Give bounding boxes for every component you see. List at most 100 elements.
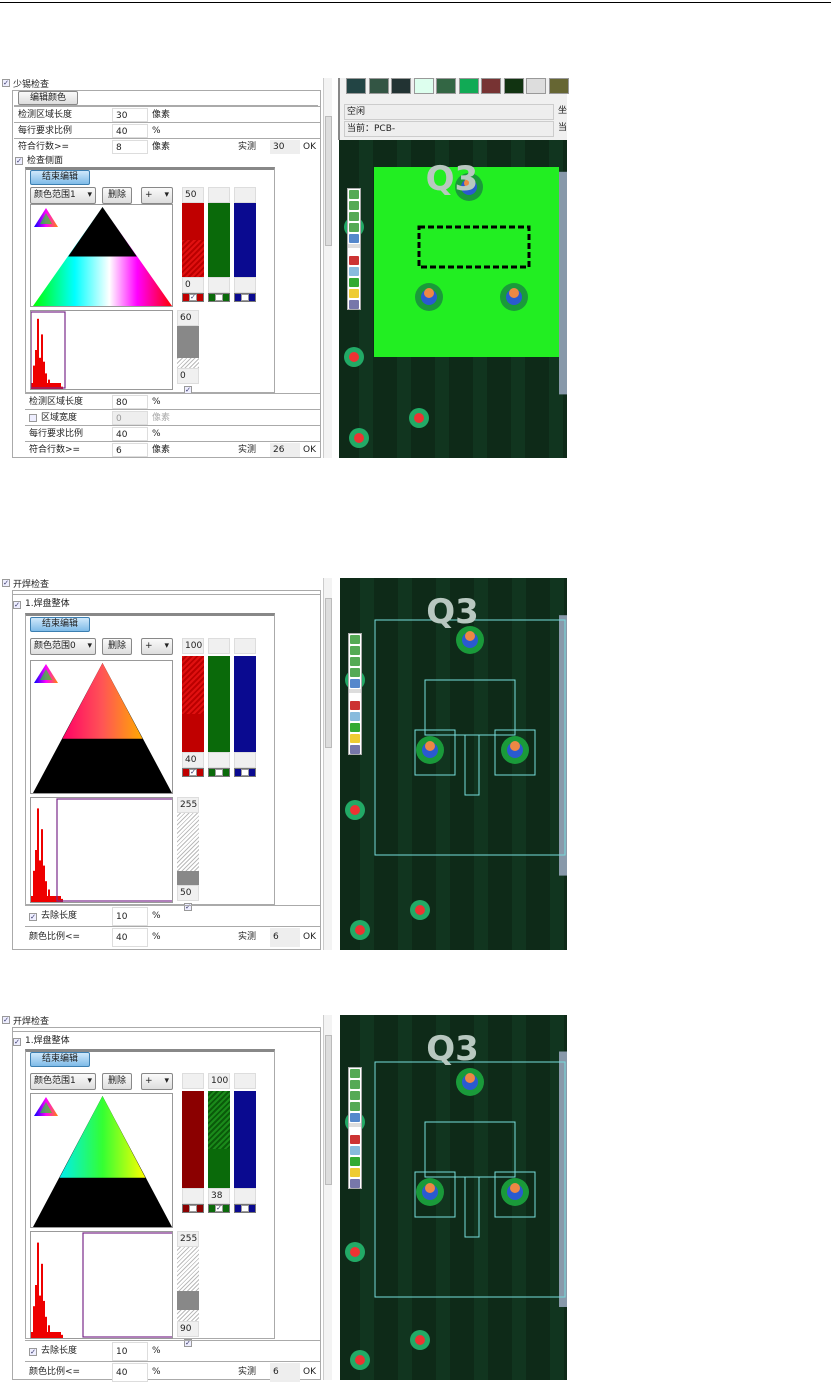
checkbox-row-enable[interactable]: [29, 414, 37, 422]
chevron-down-icon[interactable]: ▾: [164, 190, 169, 200]
channel-max-value[interactable]: [234, 187, 256, 203]
check-icon[interactable]: [350, 1168, 360, 1177]
camera-view[interactable]: Q3: [340, 578, 567, 950]
row-value-input[interactable]: 0: [112, 411, 148, 425]
template-thumbnail[interactable]: [526, 78, 546, 94]
chart-icon[interactable]: [350, 701, 360, 710]
arrow-right-icon[interactable]: [350, 668, 360, 677]
arrow-down-icon[interactable]: [350, 1080, 360, 1089]
gray-max-value[interactable]: 60: [177, 310, 199, 326]
checkbox[interactable]: [241, 294, 249, 301]
scrollbar[interactable]: [323, 78, 332, 458]
channel-enable-checkbox[interactable]: [208, 768, 230, 777]
color-picker-icon[interactable]: [33, 1096, 61, 1118]
color-range-dropdown[interactable]: 颜色范围0 ▾: [30, 638, 96, 655]
channel-range-bar[interactable]: [234, 203, 256, 277]
channel-enable-checkbox[interactable]: [234, 768, 256, 777]
channel-enable-checkbox[interactable]: ✓: [182, 768, 204, 777]
chart-icon[interactable]: [350, 1135, 360, 1144]
channel-min-value[interactable]: 0: [182, 277, 204, 293]
channel-enable-checkbox[interactable]: [234, 293, 256, 302]
checkbox-row-enable[interactable]: ✓: [29, 1347, 37, 1356]
checkbox-section-enable[interactable]: ✓: [2, 1016, 10, 1024]
image-icon[interactable]: [350, 1157, 360, 1166]
checkbox-sub-section-enable[interactable]: ✓: [13, 601, 21, 609]
channel-max-value[interactable]: 50: [182, 187, 204, 203]
checkbox-gray-enable[interactable]: ✓: [184, 1339, 192, 1347]
channel-min-value[interactable]: 38: [208, 1188, 230, 1204]
check-icon[interactable]: [350, 734, 360, 743]
checkbox[interactable]: [241, 769, 249, 776]
template-thumbnail[interactable]: [548, 78, 569, 94]
row-value-input[interactable]: 40: [112, 1363, 148, 1382]
chevron-down-icon[interactable]: ▾: [87, 1076, 92, 1086]
arrow-up-icon[interactable]: [350, 635, 360, 644]
cross-icon[interactable]: [350, 712, 360, 721]
camera-view[interactable]: Q3: [340, 1015, 567, 1380]
list-icon[interactable]: [349, 234, 359, 243]
gray-min-value[interactable]: 0: [177, 368, 199, 384]
color-picker-icon[interactable]: [33, 207, 61, 229]
image-icon[interactable]: [350, 723, 360, 732]
color-range-dropdown[interactable]: 颜色范围1 ▾: [30, 1073, 96, 1090]
camera-icon[interactable]: [350, 1179, 360, 1188]
checkbox[interactable]: ✓: [189, 293, 197, 301]
camera-view[interactable]: Q3: [339, 140, 567, 458]
channel-enable-checkbox[interactable]: ✓: [182, 293, 204, 302]
end-edit-button[interactable]: 结束编辑: [30, 617, 90, 632]
checkbox[interactable]: [241, 1205, 249, 1212]
end-edit-button[interactable]: 结束编辑: [30, 1052, 90, 1067]
scrollbar[interactable]: [323, 578, 332, 950]
chevron-down-icon[interactable]: ▾: [164, 1076, 169, 1086]
template-thumbnail[interactable]: [503, 78, 524, 94]
channel-enable-checkbox[interactable]: ✓: [208, 1204, 230, 1213]
channel-range-bar[interactable]: [182, 203, 204, 277]
delete-button[interactable]: 删除: [102, 638, 132, 655]
color-range-dropdown[interactable]: 颜色范围1 ▾: [30, 187, 96, 204]
checkbox[interactable]: [189, 1205, 197, 1212]
checkbox-section-enable[interactable]: ✓: [2, 579, 10, 587]
arrow-down-icon[interactable]: [350, 646, 360, 655]
image-icon[interactable]: [349, 278, 359, 287]
arrow-down-icon[interactable]: [349, 201, 359, 210]
channel-enable-checkbox[interactable]: [208, 293, 230, 302]
list-icon[interactable]: [350, 1113, 360, 1122]
template-thumbnail[interactable]: [458, 78, 479, 94]
cross-icon[interactable]: [349, 267, 359, 276]
delete-button[interactable]: 删除: [102, 187, 132, 204]
channel-min-value[interactable]: [234, 752, 256, 768]
checkbox[interactable]: [215, 294, 223, 301]
arrow-right-icon[interactable]: [350, 1102, 360, 1111]
channel-range-bar[interactable]: [182, 656, 204, 752]
arrow-up-icon[interactable]: [349, 190, 359, 199]
cross-icon[interactable]: [350, 1146, 360, 1155]
row-value-input[interactable]: 30: [112, 108, 148, 122]
camera-icon[interactable]: [350, 745, 360, 754]
channel-min-value[interactable]: [234, 277, 256, 293]
color-triangle-box[interactable]: [30, 204, 173, 307]
arrow-left-icon[interactable]: [350, 1091, 360, 1100]
edit-color-button[interactable]: 编辑颜色: [18, 91, 78, 105]
chevron-down-icon[interactable]: ▾: [164, 641, 169, 651]
arrow-left-icon[interactable]: [350, 657, 360, 666]
channel-max-value[interactable]: [234, 1073, 256, 1089]
channel-min-value[interactable]: [208, 277, 230, 293]
scrollbar[interactable]: [323, 1015, 332, 1380]
channel-range-bar[interactable]: [208, 1091, 230, 1188]
gray-min-value[interactable]: 90: [177, 1321, 199, 1337]
color-triangle-box[interactable]: [30, 1093, 173, 1228]
channel-max-value[interactable]: 100: [208, 1073, 230, 1089]
row-value-input[interactable]: 6: [112, 443, 148, 457]
scrollbar-thumb[interactable]: [325, 598, 332, 748]
chevron-down-icon[interactable]: ▾: [87, 190, 92, 200]
row-value-input[interactable]: 10: [112, 907, 148, 926]
camera-icon[interactable]: [349, 300, 359, 309]
operator-dropdown[interactable]: + ▾: [141, 187, 173, 204]
arrow-right-icon[interactable]: [349, 223, 359, 232]
row-value-input[interactable]: 40: [112, 928, 148, 947]
list-icon[interactable]: [350, 679, 360, 688]
channel-min-value[interactable]: [182, 1188, 204, 1204]
end-edit-button[interactable]: 结束编辑: [30, 170, 90, 185]
checkbox[interactable]: ✓: [215, 1204, 223, 1212]
row-value-input[interactable]: 80: [112, 395, 148, 409]
